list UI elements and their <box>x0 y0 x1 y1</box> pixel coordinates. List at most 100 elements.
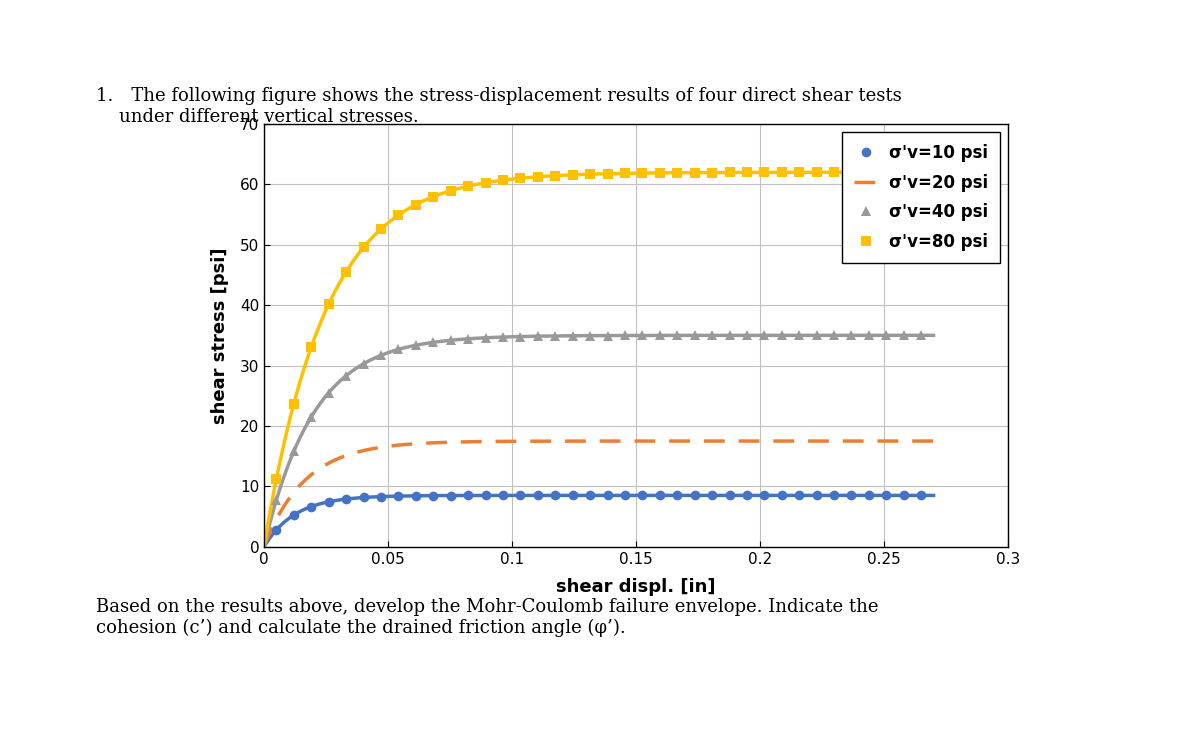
σ'v=10 psi <box>269 526 283 534</box>
σ'v=80 psi <box>600 169 614 178</box>
σ'v=40 psi <box>635 331 649 340</box>
Line: σ'v=20 psi: σ'v=20 psi <box>264 441 934 547</box>
σ'v=10 psi <box>530 491 545 500</box>
Line: σ'v=40 psi: σ'v=40 psi <box>271 330 926 505</box>
σ'v=40 psi <box>792 331 806 340</box>
σ'v=40 psi <box>548 332 563 340</box>
σ'v=40 psi <box>322 389 336 397</box>
σ'v=20 psi <box>655 437 670 445</box>
σ'v=10 psi <box>618 491 632 500</box>
σ'v=10 psi <box>565 491 580 500</box>
σ'v=20 psi <box>926 437 941 445</box>
σ'v=10 psi <box>287 510 301 519</box>
σ'v=80 psi <box>792 168 806 176</box>
σ'v=40 psi <box>914 331 929 340</box>
σ'v=40 psi <box>583 331 598 340</box>
σ'v=80 psi <box>269 475 283 483</box>
σ'v=80 psi <box>757 168 772 176</box>
σ'v=80 psi <box>722 168 737 177</box>
σ'v=40 psi <box>304 413 318 421</box>
σ'v=80 psi <box>287 399 301 408</box>
σ'v=40 psi <box>827 331 841 340</box>
σ'v=80 psi <box>896 168 911 176</box>
σ'v=40 psi <box>757 331 772 340</box>
σ'v=40 psi <box>862 331 876 340</box>
σ'v=40 psi <box>409 341 424 350</box>
σ'v=40 psi <box>530 332 545 340</box>
σ'v=80 psi <box>461 182 475 190</box>
σ'v=80 psi <box>810 168 824 176</box>
σ'v=80 psi <box>653 168 667 177</box>
σ'v=20 psi <box>619 437 634 445</box>
σ'v=40 psi <box>338 371 353 380</box>
σ'v=40 psi <box>670 331 684 340</box>
σ'v=80 psi <box>514 174 528 183</box>
σ'v=10 psi <box>600 491 614 500</box>
σ'v=40 psi <box>391 345 406 354</box>
σ'v=10 psi <box>810 491 824 500</box>
σ'v=80 psi <box>845 168 859 176</box>
σ'v=10 psi <box>373 492 388 501</box>
σ'v=40 psi <box>373 351 388 359</box>
σ'v=20 psi <box>578 437 593 445</box>
σ'v=20 psi <box>257 542 271 551</box>
σ'v=10 psi <box>880 491 894 500</box>
σ'v=40 psi <box>774 331 788 340</box>
σ'v=80 psi <box>914 168 929 176</box>
σ'v=40 psi <box>479 333 493 342</box>
σ'v=80 psi <box>635 168 649 177</box>
σ'v=10 psi <box>479 491 493 500</box>
σ'v=80 psi <box>322 300 336 308</box>
σ'v=40 psi <box>810 331 824 340</box>
σ'v=40 psi <box>444 336 458 345</box>
σ'v=10 psi <box>338 495 353 504</box>
σ'v=10 psi <box>409 491 424 500</box>
σ'v=80 psi <box>565 171 580 179</box>
σ'v=10 psi <box>548 491 563 500</box>
σ'v=80 psi <box>304 343 318 351</box>
X-axis label: shear displ. [in]: shear displ. [in] <box>557 577 715 596</box>
σ'v=40 psi <box>722 331 737 340</box>
σ'v=10 psi <box>322 497 336 506</box>
σ'v=80 psi <box>426 192 440 201</box>
σ'v=20 psi <box>575 437 589 445</box>
σ'v=40 psi <box>269 496 283 504</box>
σ'v=20 psi <box>911 437 925 445</box>
σ'v=10 psi <box>914 491 929 500</box>
σ'v=40 psi <box>845 331 859 340</box>
σ'v=80 psi <box>496 176 510 184</box>
σ'v=10 psi <box>896 491 911 500</box>
σ'v=10 psi <box>688 491 702 500</box>
σ'v=10 psi <box>356 493 371 502</box>
σ'v=80 psi <box>739 168 754 176</box>
σ'v=10 psi <box>496 491 510 500</box>
σ'v=40 psi <box>880 331 894 340</box>
σ'v=80 psi <box>409 200 424 209</box>
σ'v=80 psi <box>670 168 684 177</box>
Line: σ'v=80 psi: σ'v=80 psi <box>271 168 926 484</box>
σ'v=40 psi <box>600 331 614 340</box>
σ'v=80 psi <box>880 168 894 176</box>
Legend: σ'v=10 psi, σ'v=20 psi, σ'v=40 psi, σ'v=80 psi: σ'v=10 psi, σ'v=20 psi, σ'v=40 psi, σ'v=… <box>842 132 1000 262</box>
σ'v=80 psi <box>774 168 788 176</box>
Y-axis label: shear stress [psi]: shear stress [psi] <box>211 247 229 424</box>
σ'v=10 psi <box>426 491 440 500</box>
σ'v=10 psi <box>792 491 806 500</box>
σ'v=40 psi <box>896 331 911 340</box>
σ'v=80 psi <box>583 170 598 179</box>
σ'v=10 psi <box>583 491 598 500</box>
σ'v=40 psi <box>653 331 667 340</box>
σ'v=80 psi <box>862 168 876 176</box>
σ'v=40 psi <box>496 332 510 341</box>
σ'v=80 psi <box>530 172 545 181</box>
σ'v=10 psi <box>670 491 684 500</box>
σ'v=80 psi <box>827 168 841 176</box>
σ'v=10 psi <box>739 491 754 500</box>
σ'v=20 psi <box>805 437 820 445</box>
σ'v=80 psi <box>391 211 406 219</box>
σ'v=80 psi <box>618 169 632 178</box>
σ'v=80 psi <box>444 187 458 195</box>
σ'v=10 psi <box>391 491 406 500</box>
σ'v=40 psi <box>356 359 371 368</box>
σ'v=80 psi <box>373 225 388 233</box>
